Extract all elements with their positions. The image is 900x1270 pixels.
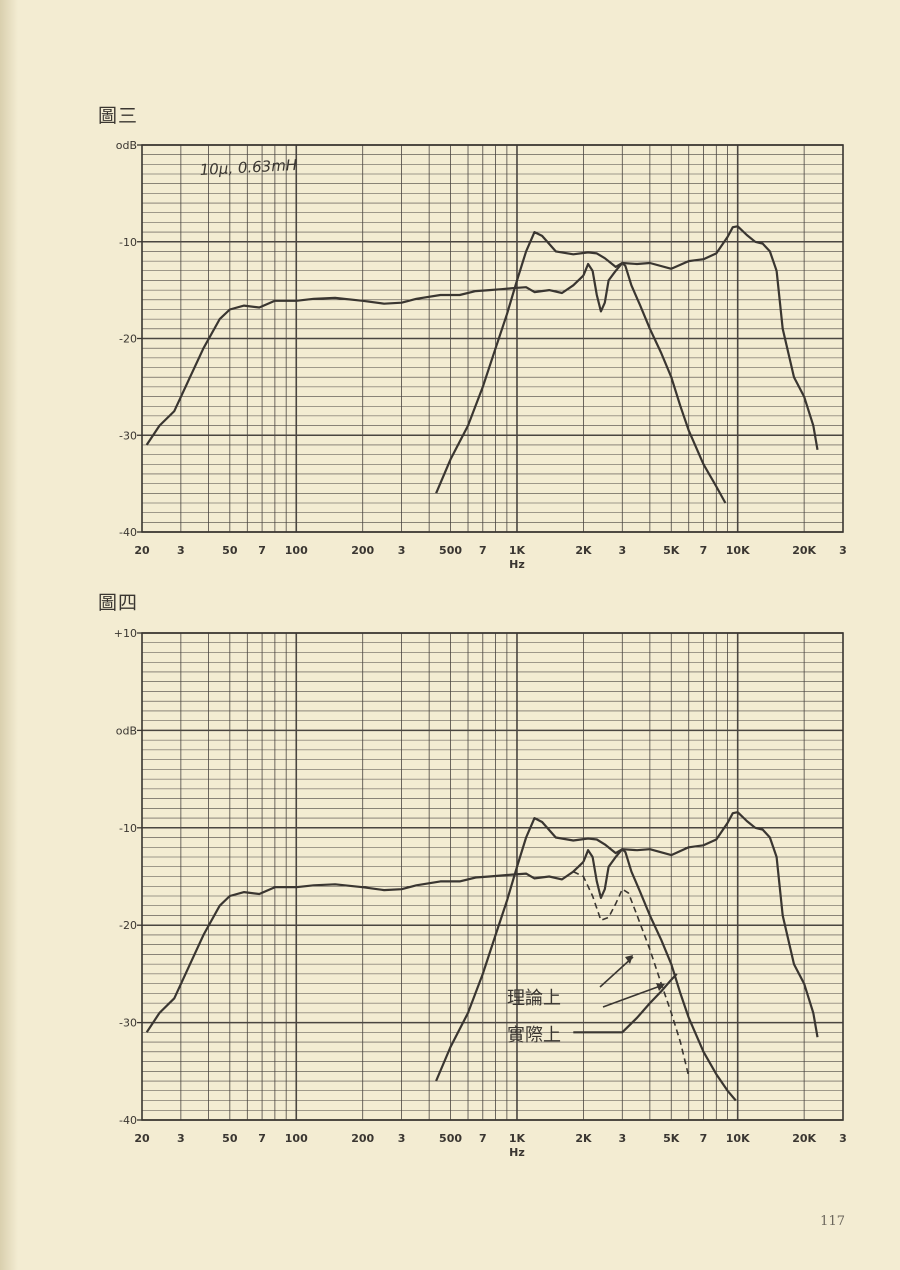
x-tick-label: 200 [351,544,374,557]
x-tick-label: 3 [839,544,847,557]
figure-4-annotation-theory: 理論上 [507,988,561,1009]
y-tick-label: -10 [119,236,137,249]
series-line-0 [145,861,585,1033]
y-tick-label: -40 [119,1114,137,1127]
y-tick-label: -20 [119,333,137,346]
x-tick-label: 20K [792,544,816,557]
figure-4-label: 圖四 [98,592,139,614]
x-tick-label: 3 [398,544,406,557]
series-line-0 [145,274,585,446]
figure-3-label: 圖三 [98,105,139,127]
y-tick-label: -30 [119,429,137,442]
y-tick-label: -30 [119,1017,137,1030]
x-tick-label: 2K [575,1132,592,1145]
x-tick-label: 3 [839,1132,847,1145]
book-spine-shadow [0,0,18,1270]
x-tick-label: 20 [134,544,150,557]
series-line-1 [435,225,819,494]
theory-arrow [599,956,634,988]
series-line-4 [573,973,678,1034]
figure-4-annotation-actual: 實際上 [507,1025,561,1046]
figure-3-annotation: 10μ, 0.63mH [199,156,297,179]
x-tick-label: 20 [134,1132,150,1145]
grid [141,632,844,1121]
x-tick-label: 100 [285,544,308,557]
x-tick-label: 500 [439,544,462,557]
x-tick-label: 7 [479,544,487,557]
x-tick-label: 10K [726,544,750,557]
x-tick-label: 7 [700,1132,708,1145]
y-tick-label: -40 [119,526,137,539]
actual-arrow-head [656,983,665,991]
x-tick-label: 3 [618,544,626,557]
plot-frame [141,632,844,1121]
y-tick-label: odB [116,724,137,737]
actual-arrow [602,984,664,1008]
x-tick-label: 10K [726,1132,750,1145]
x-axis-label: Hz [509,1146,525,1159]
x-tick-label: 7 [258,544,266,557]
y-tick-label: -20 [119,919,137,932]
x-tick-label: 3 [177,1132,185,1145]
x-tick-label: 1K [509,544,526,557]
series-line-2 [582,261,727,504]
x-tick-label: 50 [222,1132,238,1145]
series-line-1 [435,811,819,1082]
x-tick-label: 5K [663,1132,680,1145]
x-tick-label: 2K [575,544,592,557]
y-tick-label: odB [116,139,137,152]
x-tick-label: 20K [792,1132,816,1145]
x-tick-label: 200 [351,1132,374,1145]
x-tick-label: 3 [618,1132,626,1145]
x-tick-label: 7 [700,544,708,557]
x-tick-label: 50 [222,544,238,557]
series-line-3 [572,870,690,1077]
x-tick-label: 5K [663,544,680,557]
x-tick-label: 3 [177,544,185,557]
x-tick-label: 7 [479,1132,487,1145]
page-number: 117 [820,1214,845,1229]
x-tick-label: 100 [285,1132,308,1145]
x-tick-label: 3 [398,1132,406,1145]
theory-arrow-head [625,955,633,964]
figure-3-chart: odB -10 -20 -30 -40 20 3 50 7 100 200 3 500 7 1K 2K 3 5K 7… [116,139,847,571]
x-tick-label: 500 [439,1132,462,1145]
y-tick-label: +10 [114,627,137,640]
series-line-2 [582,848,737,1102]
x-tick-label: 1K [509,1132,526,1145]
x-tick-label: 7 [258,1132,266,1145]
y-tick-label: -10 [119,822,137,835]
x-axis-label: Hz [509,558,525,571]
